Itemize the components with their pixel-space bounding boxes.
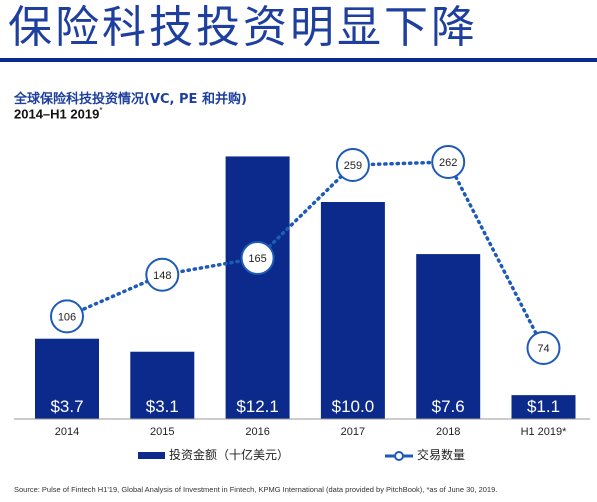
- deal-count-marker: [526, 331, 561, 365]
- x-tick-label: H1 2019*: [521, 426, 568, 438]
- period-text: 2014–H1 2019: [14, 106, 100, 122]
- bar-value-label: $1.1: [527, 397, 560, 416]
- source-note: Source: Pulse of Fintech H1'19, Global A…: [14, 485, 498, 494]
- bar-value-label: $7.6: [432, 397, 465, 416]
- page-title: 保险科技投资明显下降: [8, 2, 478, 53]
- legend-label-investment: 投资金额（十亿美元）: [169, 448, 290, 462]
- x-tick-label: 2017: [341, 426, 365, 438]
- bar: [511, 395, 576, 419]
- deal-count-marker: [50, 299, 84, 334]
- deal-count-marker: [335, 147, 370, 182]
- x-tick-label: 2014: [55, 426, 79, 438]
- chart-subtitle: 全球保险科技投资情况(VC, PE 和并购): [14, 92, 247, 107]
- x-tick-labels: 2014 2015 2016 2017 2018 H1 2019*: [55, 426, 567, 438]
- bar-value-label: $10.0: [332, 397, 375, 416]
- bar: [130, 351, 195, 419]
- bar-value-labels: $3.7 $3.1 $12.1 $10.0 $7.6 $1.1: [50, 397, 560, 416]
- legend-item-deals: 交易数量: [385, 446, 465, 463]
- bar-value-label: $3.1: [146, 397, 179, 416]
- legend-label-deals: 交易数量: [417, 448, 466, 462]
- chart-canvas: $3.7 $3.1 $12.1 $10.0 $7.6 $1.1 2014 2015 2016 2…: [14, 145, 590, 438]
- x-tick-label: 2015: [150, 426, 174, 438]
- bar: [416, 254, 481, 419]
- deal-count-marker: [431, 145, 466, 179]
- bar-value-label: $3.7: [50, 397, 83, 416]
- legend-line-swatch: [385, 450, 413, 461]
- bar: [225, 156, 290, 419]
- deal-count-marker: [145, 257, 180, 292]
- deal-count-line: [65, 160, 546, 350]
- chart-period: 2014–H1 2019*: [14, 106, 102, 121]
- deal-count-label: 262: [439, 157, 457, 169]
- deal-count-label: 148: [153, 270, 171, 282]
- deal-count-label: 106: [58, 311, 76, 323]
- deal-count-label: 165: [248, 253, 266, 265]
- bar-value-label: $12.1: [236, 397, 279, 416]
- deal-count-label: 74: [537, 343, 549, 355]
- title-underline: [0, 58, 597, 62]
- bar-series: [35, 156, 576, 419]
- legend-bar-swatch: [138, 452, 165, 459]
- x-tick-label: 2018: [436, 426, 460, 438]
- line-series: 106 148 165 259 262 74: [50, 145, 561, 365]
- period-footnote-mark: *: [99, 106, 103, 115]
- x-tick-label: 2016: [245, 426, 269, 438]
- bar: [35, 338, 99, 419]
- deal-count-marker: [240, 240, 275, 275]
- deal-count-label: 259: [344, 160, 362, 172]
- legend-item-investment: 投资金额（十亿美元）: [138, 446, 289, 463]
- bar: [320, 202, 385, 419]
